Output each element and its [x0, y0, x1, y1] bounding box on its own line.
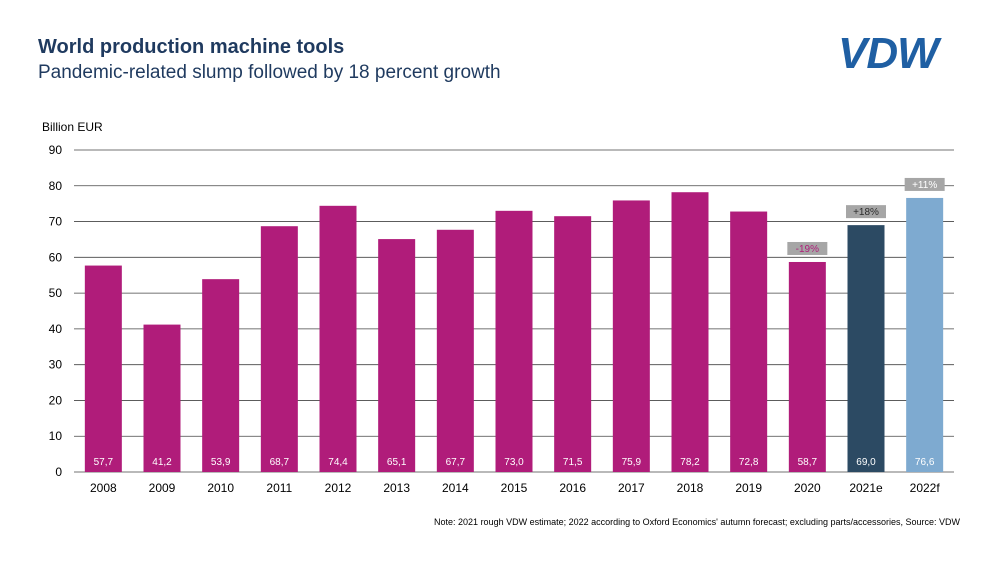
bar: [906, 197, 944, 473]
y-tick-label: 90: [49, 143, 63, 157]
bar: [554, 216, 592, 472]
bar: [378, 239, 416, 472]
bar: [143, 324, 181, 472]
bar-value-label: 53,9: [211, 457, 231, 468]
x-tick-label: 2010: [207, 481, 234, 495]
y-tick-label: 20: [49, 393, 63, 407]
bar-value-label: 58,7: [798, 457, 818, 468]
bar: [730, 211, 768, 472]
chart-subtitle: Pandemic-related slump followed by 18 pe…: [38, 62, 501, 83]
y-tick-label: 50: [49, 286, 63, 300]
change-annotation-label: +18%: [853, 207, 879, 218]
bar-value-label: 41,2: [152, 457, 172, 468]
bar-value-label: 57,7: [94, 457, 114, 468]
x-tick-label: 2009: [149, 481, 176, 495]
bar: [436, 229, 474, 472]
y-axis-label: Billion EUR: [42, 120, 103, 134]
x-tick-label: 2016: [559, 481, 586, 495]
x-tick-label: 2008: [90, 481, 117, 495]
y-tick-label: 70: [49, 215, 63, 229]
bar: [260, 226, 298, 472]
y-tick-label: 40: [49, 322, 63, 336]
bar-value-label: 67,7: [446, 457, 466, 468]
bar: [847, 225, 885, 472]
change-annotation-label: +11%: [912, 180, 937, 191]
bar-value-label: 68,7: [270, 457, 290, 468]
change-annotation-label: -19%: [796, 244, 819, 255]
bar: [84, 265, 122, 472]
chart-title: World production machine tools: [38, 36, 345, 58]
bar-value-label: 76,6: [915, 457, 935, 468]
bar-value-label: 71,5: [563, 457, 583, 468]
x-tick-label: 2014: [442, 481, 469, 495]
vdw-logo: VDW: [838, 32, 943, 72]
footnote: Note: 2021 rough VDW estimate; 2022 acco…: [434, 517, 960, 527]
change-annotation-box: [904, 177, 945, 191]
change-annotation-box: [846, 205, 886, 219]
y-tick-label: 0: [55, 465, 62, 479]
y-tick-label: 30: [49, 358, 63, 372]
y-tick-label: 80: [49, 179, 63, 193]
change-annotation-box: [787, 241, 828, 255]
x-tick-label: 2022f: [910, 481, 941, 495]
y-tick-label: 10: [49, 429, 63, 443]
x-tick-label: 2017: [618, 481, 645, 495]
x-tick-label: 2019: [735, 481, 762, 495]
x-tick-label: 2020: [794, 481, 821, 495]
x-tick-label: 2021e: [849, 481, 883, 495]
bar: [319, 205, 357, 472]
bar: [612, 200, 650, 473]
x-tick-label: 2012: [325, 481, 352, 495]
bar: [202, 279, 240, 472]
x-tick-label: 2011: [266, 481, 292, 495]
y-tick-label: 60: [49, 250, 63, 264]
x-tick-label: 2013: [383, 481, 410, 495]
bar-value-label: 69,0: [856, 457, 876, 468]
bar-value-label: 72,8: [739, 457, 759, 468]
bar: [788, 261, 826, 472]
x-tick-label: 2018: [677, 481, 704, 495]
bar-value-label: 73,0: [504, 457, 524, 468]
bar-value-label: 78,2: [680, 457, 700, 468]
bar: [671, 192, 709, 472]
x-tick-label: 2015: [501, 481, 528, 495]
bar: [495, 210, 533, 473]
bar-value-label: 74,4: [328, 457, 348, 468]
bar-value-label: 65,1: [387, 457, 407, 468]
bar-value-label: 75,9: [622, 457, 642, 468]
vdw-logo-text: VDW: [838, 32, 942, 72]
